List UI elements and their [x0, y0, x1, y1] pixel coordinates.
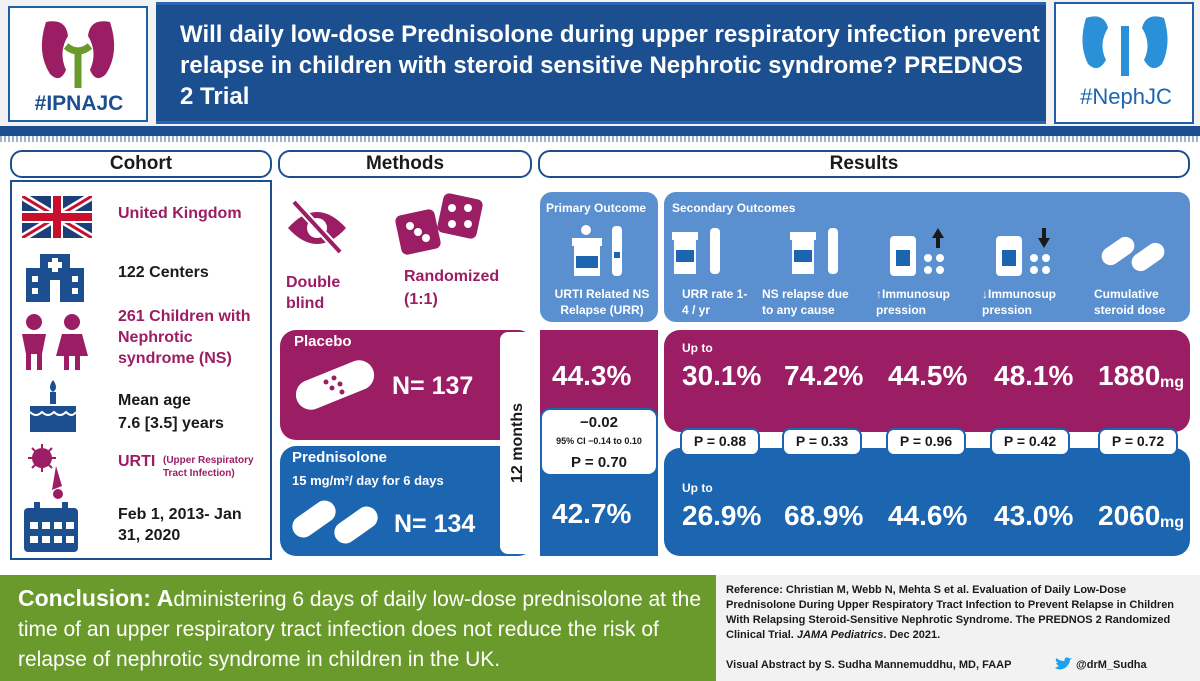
prednisolone-dose-unit: mg	[1160, 514, 1184, 531]
age-label: Mean age	[118, 392, 191, 409]
reference-text: Christian M, Webb N, Mehta S et al. Eval…	[726, 584, 1175, 641]
pills-dose-icon	[1101, 236, 1165, 272]
urine-test-icon	[572, 225, 622, 276]
virus-nose-icon	[28, 444, 63, 499]
duration-bar	[500, 332, 536, 554]
conclusion-label: Conclusion:	[18, 585, 151, 611]
hospital-icon	[26, 254, 84, 302]
children-icon	[22, 314, 88, 370]
age-value: 7.6 [3.5] years	[118, 415, 224, 432]
kidney-nephjc-icon	[1082, 16, 1168, 76]
header-stripe	[0, 136, 1200, 142]
placebo-secondary-2: 74.2%	[784, 360, 864, 391]
prednisolone-secondary-2: 68.9%	[784, 500, 864, 531]
confidence-interval: 95% CI −0.14 to 0.10	[556, 436, 642, 446]
duration-text: 12 months	[509, 403, 526, 484]
ipnajc-logo: #IPNAJC	[8, 6, 148, 122]
placebo-secondary-1: 30.1%	[682, 360, 762, 391]
methods-heading: Methods	[278, 150, 532, 178]
calendar-icon	[24, 502, 78, 552]
twitter-bird-icon	[1055, 657, 1072, 670]
primary-outcome-metric: URTI Related NS Relapse (URR)	[554, 287, 650, 317]
placebo-up-to: Up to	[682, 341, 713, 355]
prednisolone-label: Prednisolone	[292, 449, 388, 466]
conclusion-text: dministering 6 days of daily low-dose pr…	[18, 588, 701, 671]
double-blind-text: Double blind	[286, 274, 341, 312]
prednisolone-primary-cell	[540, 460, 658, 556]
urti-text: URTI	[118, 453, 156, 470]
centers-text: 122 Centers	[118, 264, 209, 281]
country-text: United Kingdom	[118, 205, 242, 222]
prednisolone-secondary-5: 2060	[1098, 500, 1161, 531]
conclusion-first-letter: A	[156, 585, 174, 611]
p-value-4: P = 0.42	[990, 428, 1070, 456]
secondary-metric-1: URR rate 1-4 / yr	[682, 287, 748, 317]
dates-text: Feb 1, 2013- Jan 31, 2020	[118, 506, 242, 544]
secondary-metric-3: ↑Immunosup pression	[876, 287, 950, 317]
prednisolone-up-to: Up to	[682, 481, 713, 495]
results-heading: Results	[538, 150, 1190, 178]
reference-block: Reference: Christian M, Webb N, Mehta S …	[726, 583, 1192, 643]
secondary-metric-2: NS relapse due to any cause	[762, 287, 849, 317]
p-value-2: P = 0.33	[782, 428, 862, 456]
nephjc-logo: #NephJC	[1054, 2, 1194, 124]
page-title: Will daily low-dose Prednisolone during …	[180, 21, 1040, 110]
title-banner: Will daily low-dose Prednisolone during …	[156, 2, 1046, 124]
birthday-cake-icon	[29, 380, 77, 432]
ratio-text: (1:1)	[404, 291, 438, 308]
ipnajc-text: #IPNAJC	[34, 92, 124, 115]
prednisolone-secondary-1: 26.9%	[682, 500, 762, 531]
conclusion-text-block: Conclusion: Administering 6 days of dail…	[18, 583, 708, 675]
reference-date: . Dec 2021.	[883, 629, 941, 641]
secondary-metric-5: Cumulative steroid dose	[1094, 287, 1166, 317]
eye-slash-icon	[288, 199, 346, 255]
meds-up-icon	[890, 228, 944, 276]
placebo-secondary-row	[664, 330, 1190, 432]
reference-panel: Reference: Christian M, Webb N, Mehta S …	[716, 575, 1200, 681]
primary-p-value: P = 0.70	[570, 454, 628, 471]
placebo-label: Placebo	[294, 333, 352, 350]
cohort-heading: Cohort	[10, 150, 272, 178]
primary-stats-box	[540, 408, 658, 476]
meds-down-icon	[996, 228, 1050, 276]
nephjc-text: #NephJC	[1080, 84, 1172, 109]
bandage-placebo-icon	[295, 360, 375, 410]
placebo-secondary-5: 1880	[1098, 360, 1161, 391]
secondary-outcomes-label: Secondary Outcomes	[672, 201, 796, 215]
kidney-logo-icon	[41, 21, 115, 88]
p-value-3: P = 0.96	[886, 428, 966, 456]
risk-difference: −0.02	[580, 414, 618, 431]
prednisolone-n: N= 134	[394, 510, 476, 538]
author-credit: Visual Abstract by S. Sudha Mannemuddhu,…	[726, 659, 1012, 671]
prednisolone-primary-value: 42.7%	[552, 498, 632, 529]
secondary-metric-4: ↓Immunosup pression	[982, 287, 1056, 317]
twitter-handle[interactable]: @drM_Sudha	[1076, 659, 1147, 671]
dice-icon	[395, 193, 483, 255]
prednisolone-secondary-3: 44.6%	[888, 500, 968, 531]
placebo-n: N= 137	[392, 372, 474, 400]
header-band	[0, 126, 1200, 136]
uk-flag-icon	[22, 196, 92, 238]
prednisolone-secondary-4: 43.0%	[994, 500, 1074, 531]
children-text: 261 Children with Nephrotic syndrome (NS…	[118, 308, 251, 367]
placebo-secondary-4: 48.1%	[994, 360, 1074, 391]
cohort-panel	[10, 180, 272, 560]
prednisolone-dose: 15 mg/m²/ day for 6 days	[292, 473, 444, 488]
urine-rate-icon	[672, 228, 720, 274]
primary-outcome-label: Primary Outcome	[546, 201, 647, 215]
placebo-dose-unit: mg	[1160, 374, 1184, 391]
p-value-5: P = 0.72	[1098, 428, 1178, 456]
pills-icon	[292, 500, 378, 544]
randomized-text: Randomized	[404, 268, 500, 285]
p-value-1: P = 0.88	[680, 428, 760, 456]
placebo-secondary-3: 44.5%	[888, 360, 968, 391]
placebo-primary-value: 44.3%	[552, 360, 632, 391]
prednisolone-secondary-row	[664, 448, 1190, 556]
conclusion-panel: Conclusion: Administering 6 days of dail…	[0, 575, 716, 681]
urti-full-text: (Upper Respiratory Tract Infection)	[163, 455, 254, 479]
urine-test-2-icon	[790, 228, 838, 274]
reference-label: Reference:	[726, 584, 783, 596]
reference-journal: JAMA Pediatrics	[796, 629, 884, 641]
